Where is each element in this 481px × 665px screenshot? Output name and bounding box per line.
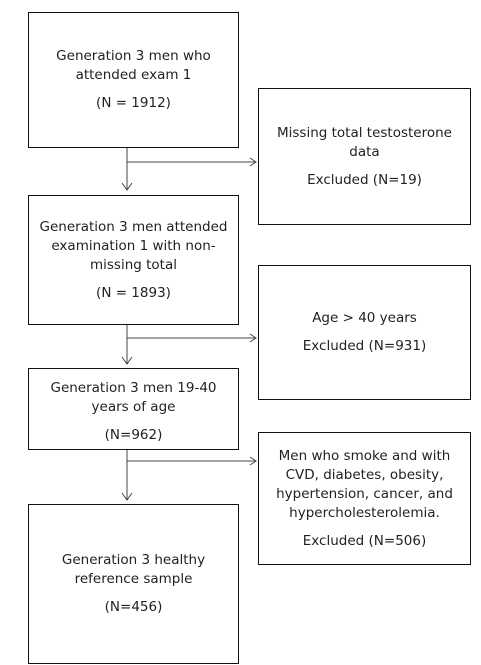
box-count: (N=456): [104, 599, 163, 615]
arrowhead: [249, 333, 257, 343]
box: Generation 3 men attended examination 1 …: [28, 195, 239, 325]
box-text: Age > 40 years: [312, 310, 417, 326]
box: Missing total testosterone data Excluded…: [258, 88, 471, 225]
box: Generation 3 healthy reference sample (N…: [28, 504, 239, 664]
box-text: Generation 3 men 19-40 years of age: [50, 380, 217, 415]
arrowhead: [121, 492, 133, 501]
box-text: Generation 3 men who attended exam 1: [56, 48, 211, 83]
arrowhead: [249, 456, 257, 466]
box-count: Excluded (N=506): [302, 532, 427, 549]
box-count: Excluded (N=931): [302, 338, 427, 354]
box: Age > 40 years Excluded (N=931): [258, 265, 471, 400]
box-text: Generation 3 men attended examination 1 …: [39, 218, 228, 273]
arrowhead: [249, 157, 257, 167]
box-count: (N=962): [104, 427, 163, 443]
box: Generation 3 men who attended exam 1 (N …: [28, 12, 239, 148]
box-text: Missing total testosterone data: [277, 124, 452, 160]
box-count: (N = 1893): [96, 284, 171, 301]
box-count: Excluded (N=19): [307, 171, 422, 188]
box-text: Men who smoke and with CVD, diabetes, ob…: [276, 447, 453, 521]
box: Men who smoke and with CVD, diabetes, ob…: [258, 432, 471, 565]
arrowhead: [121, 356, 133, 365]
arrowhead: [121, 182, 133, 191]
box-text: Generation 3 healthy reference sample: [61, 552, 206, 587]
box: Generation 3 men 19-40 years of age (N=9…: [28, 368, 239, 450]
box-count: (N = 1912): [96, 95, 171, 111]
